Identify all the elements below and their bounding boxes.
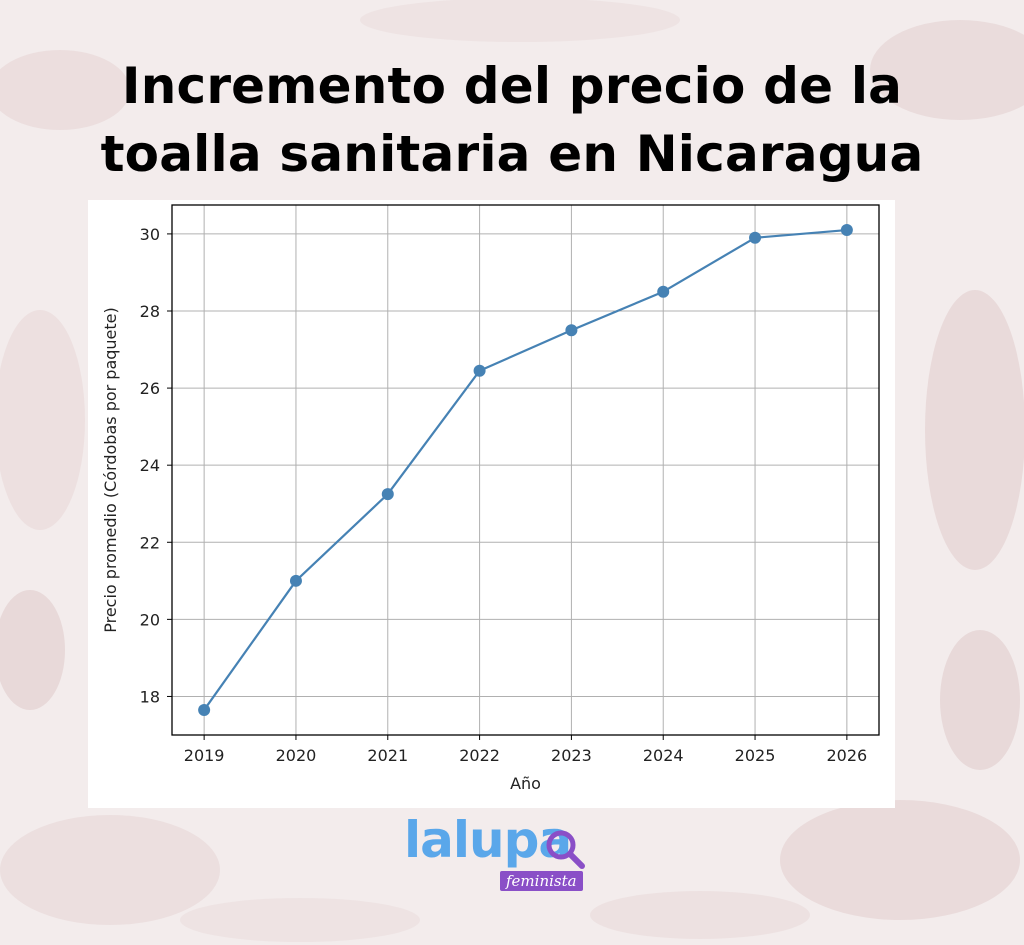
x-tick-label: 2019: [184, 746, 225, 765]
lalupa-logo: lalupa feminista: [404, 812, 594, 902]
x-tick-label: 2023: [551, 746, 592, 765]
plot-frame: [171, 204, 880, 736]
title-line-1: Incremento del precio de la: [121, 57, 903, 115]
y-tick-label: 22: [140, 533, 160, 552]
x-tick-label: 2024: [643, 746, 684, 765]
logo-wordmark: lalupa: [404, 811, 572, 869]
x-tick-label: 2021: [367, 746, 408, 765]
y-axis-label: Precio promedio (Córdobas por paquete): [101, 307, 120, 633]
data-point: [657, 285, 670, 298]
x-tick-label: 2022: [459, 746, 500, 765]
x-axis-label: Año: [510, 774, 541, 793]
y-tick-label: 20: [140, 610, 160, 629]
x-tick-label: 2026: [827, 746, 868, 765]
y-tick-label: 28: [140, 302, 160, 321]
y-tick-label: 18: [140, 687, 160, 706]
title-line-2: toalla sanitaria en Nicaragua: [100, 125, 924, 183]
magnifier-icon: [546, 830, 585, 869]
logo-tagline: feminista: [500, 871, 583, 891]
y-tick-label: 24: [140, 456, 160, 475]
data-point: [749, 231, 762, 244]
x-tick-label: 2025: [735, 746, 776, 765]
page-title: Incremento del precio de la toalla sanit…: [0, 52, 1024, 188]
data-point: [473, 364, 486, 377]
data-point: [289, 574, 302, 587]
data-point: [198, 703, 211, 716]
chart-panel: 2019 2020 2021 2022 2023 2024 2025 2026 18 20 22 24…: [88, 200, 895, 808]
data-point: [840, 224, 853, 237]
data-point: [565, 324, 578, 337]
series-line: [203, 228, 847, 711]
y-tick-label: 26: [140, 379, 160, 398]
data-point: [381, 488, 394, 501]
line-chart: 2019 2020 2021 2022 2023 2024 2025 202618202224…: [101, 204, 880, 793]
y-tick-label: 30: [140, 225, 160, 244]
x-tick-label: 2020: [276, 746, 317, 765]
